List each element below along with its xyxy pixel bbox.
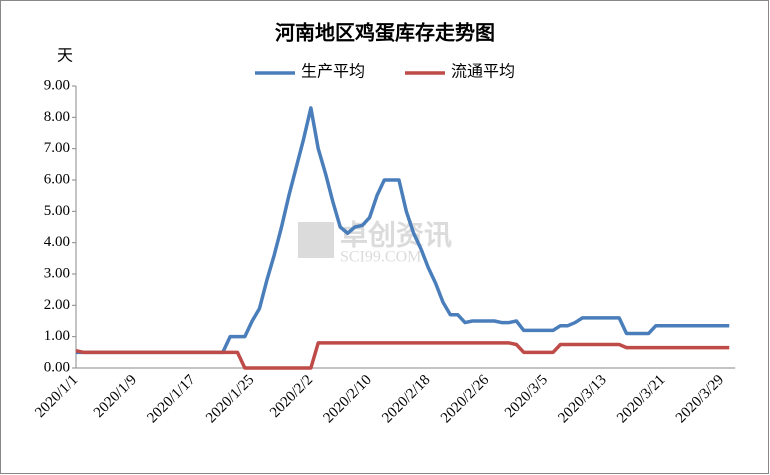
watermark-logo <box>298 222 334 258</box>
y-tick-label: 1.00 <box>44 328 70 344</box>
y-tick-label: 3.00 <box>44 265 70 281</box>
watermark-text: 卓创资讯 <box>340 219 452 251</box>
series-line <box>75 341 730 370</box>
legend-label: 流通平均 <box>451 63 515 81</box>
y-tick-label: 5.00 <box>44 203 70 219</box>
y-tick-label: 4.00 <box>44 234 70 250</box>
y-tick-label: 6.00 <box>44 171 70 187</box>
watermark-url: SCI99.COM <box>340 249 421 266</box>
y-axis-label: 天 <box>57 48 73 65</box>
y-tick-label: 7.00 <box>44 140 70 156</box>
chart-title: 河南地区鸡蛋库存走势图 <box>275 21 495 45</box>
legend-label: 生产平均 <box>301 63 365 81</box>
y-tick-label: 8.00 <box>44 109 70 125</box>
y-tick-label: 9.00 <box>44 77 70 93</box>
y-tick-label: 0.00 <box>44 359 70 375</box>
y-tick-label: 2.00 <box>44 297 70 313</box>
watermark: 卓创资讯 SCI99.COM <box>298 219 452 266</box>
